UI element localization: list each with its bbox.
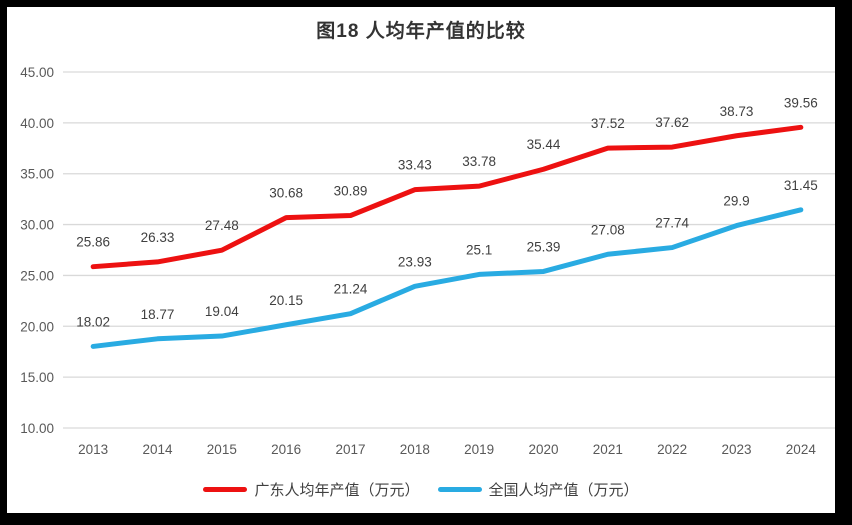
x-axis-tick-label: 2018: [400, 442, 430, 457]
y-axis-tick-label: 35.00: [20, 167, 54, 182]
data-point-label: 35.44: [527, 137, 561, 152]
data-point-label: 37.52: [591, 116, 625, 131]
x-axis-tick-label: 2023: [721, 442, 751, 457]
chart-area: 图18 人均年产值的比较 10.00 15.00 20.00 25.00 30.00 35…: [7, 7, 835, 513]
data-point-label: 27.48: [205, 218, 239, 233]
x-axis-tick-label: 2021: [593, 442, 623, 457]
x-axis-tick-label: 2019: [464, 442, 494, 457]
data-point-label: 37.62: [655, 115, 689, 130]
data-point-label: 25.86: [76, 235, 110, 250]
legend-line-swatch-blue-icon: [437, 487, 482, 492]
data-point-label: 38.73: [720, 104, 754, 119]
series-line-guangdong: [90, 124, 804, 270]
data-point-label: 19.04: [205, 304, 239, 319]
chart-title: 图18 人均年产值的比较: [316, 21, 526, 42]
line-chart: 10.00 15.00 20.00 25.00 30.00 35.00 40.00 45.00…: [20, 65, 835, 457]
y-axis-tick-label: 45.00: [20, 65, 54, 80]
x-axis-tick-label: 2016: [271, 442, 301, 457]
data-point-label: 33.43: [398, 158, 432, 173]
data-point-label: 27.74: [655, 216, 689, 231]
x-axis-tick-label: 2017: [335, 442, 365, 457]
y-axis-tick-label: 40.00: [20, 116, 54, 131]
data-point-label: 26.33: [141, 230, 175, 245]
y-axis-tick-label: 30.00: [20, 218, 54, 233]
y-axis-tick-label: 25.00: [20, 268, 54, 283]
data-point-label: 30.68: [269, 186, 303, 201]
data-point-label: 23.93: [398, 254, 432, 269]
data-point-label: 20.15: [269, 293, 303, 308]
x-axis-tick-label: 2024: [786, 442, 817, 457]
x-axis-tick-label: 2013: [78, 442, 108, 457]
x-axis-tick-label: 2020: [528, 442, 558, 457]
data-point-label: 29.9: [723, 194, 749, 209]
legend-label-guangdong: 广东人均年产值（万元）: [254, 482, 420, 499]
x-axis-tick-label: 2015: [207, 442, 237, 457]
data-point-label: 18.77: [141, 307, 175, 322]
data-point-label: 31.45: [784, 178, 818, 193]
legend-item-guangdong: 广东人均年产值（万元）: [203, 479, 420, 500]
chart-legend: 广东人均年产值（万元） 全国人均产值（万元）: [7, 479, 835, 500]
data-point-label: 39.56: [784, 95, 818, 110]
legend-item-national: 全国人均产值（万元）: [437, 479, 639, 500]
y-axis-tick-label: 20.00: [20, 319, 54, 334]
x-axis-tick-label: 2014: [142, 442, 173, 457]
x-axis-tick-label: 2022: [657, 442, 687, 457]
y-axis-tick-label: 15.00: [20, 370, 54, 385]
data-point-label: 18.02: [76, 314, 110, 329]
data-point-label: 30.89: [334, 184, 368, 199]
legend-label-national: 全国人均产值（万元）: [488, 482, 639, 499]
data-point-label: 25.39: [527, 239, 561, 254]
data-point-label: 25.1: [466, 242, 492, 257]
y-axis-tick-label: 10.00: [20, 421, 54, 436]
data-point-label: 21.24: [334, 282, 368, 297]
data-point-label: 33.78: [462, 154, 496, 169]
data-point-label: 27.08: [591, 222, 625, 237]
series-line-national: [90, 207, 804, 349]
legend-line-swatch-red-icon: [203, 487, 248, 492]
